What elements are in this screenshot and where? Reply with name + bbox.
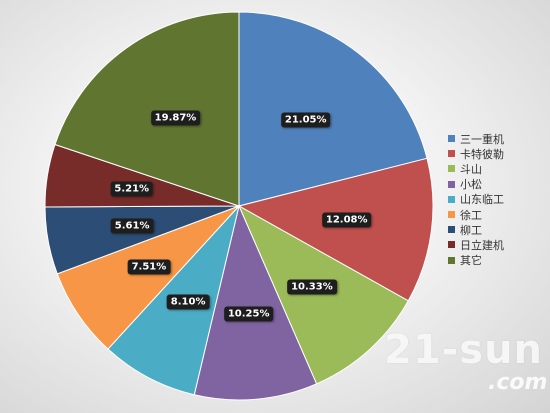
legend-label: 徐工 [460, 208, 482, 222]
legend-swatch-icon [448, 256, 455, 264]
legend-swatch-icon [448, 226, 455, 234]
legend-item: 斗山 [448, 161, 504, 176]
legend-label: 山东临工 [460, 193, 504, 207]
legend: 三一重机 卡特彼勒 斗山小松 山东临工 徐工 柳工 日立建机其它 [448, 131, 504, 268]
legend-item: 柳工 [448, 222, 504, 237]
pie-slice [193, 204, 318, 401]
legend-label: 三一重机 [460, 132, 504, 146]
legend-label: 日立建机 [460, 238, 504, 252]
legend-swatch-icon [448, 241, 455, 249]
slice-data-label: 10.25% [223, 306, 274, 322]
legend-item: 三一重机 [448, 131, 504, 146]
pie-slice [237, 157, 434, 302]
pie-slice [237, 204, 409, 385]
pie-slice [54, 11, 240, 207]
legend-swatch-icon [448, 135, 455, 143]
legend-label: 卡特彼勒 [460, 147, 504, 161]
slice-data-label: 7.51% [127, 259, 171, 275]
slice-data-label: 12.08% [321, 212, 372, 228]
watermark-logo-sub: .com [488, 370, 548, 395]
legend-item: 日立建机 [448, 237, 504, 252]
watermark-logo: 21-sun [384, 327, 544, 373]
legend-swatch-icon [448, 165, 455, 173]
legend-swatch-icon [448, 195, 455, 203]
slice-data-label: 5.21% [110, 181, 154, 197]
slice-data-label: 21.05% [280, 112, 331, 128]
legend-item: 其它 [448, 253, 504, 268]
legend-item: 卡特彼勒 [448, 146, 504, 161]
legend-swatch-icon [448, 211, 455, 219]
legend-swatch-icon [448, 150, 455, 158]
legend-item: 山东临工 [448, 192, 504, 207]
slice-data-label: 5.61% [110, 218, 154, 234]
legend-label: 小松 [460, 178, 482, 192]
slice-data-label: 10.33% [287, 279, 337, 295]
legend-swatch-icon [448, 180, 455, 188]
legend-label: 柳工 [460, 223, 482, 237]
legend-label: 其它 [460, 254, 482, 268]
legend-item: 徐工 [448, 207, 504, 222]
slice-data-label: 19.87% [150, 110, 201, 126]
slice-data-label: 8.10% [166, 294, 210, 310]
pie-slice [238, 11, 428, 207]
legend-label: 斗山 [460, 162, 482, 176]
legend-item: 小松 [448, 177, 504, 192]
